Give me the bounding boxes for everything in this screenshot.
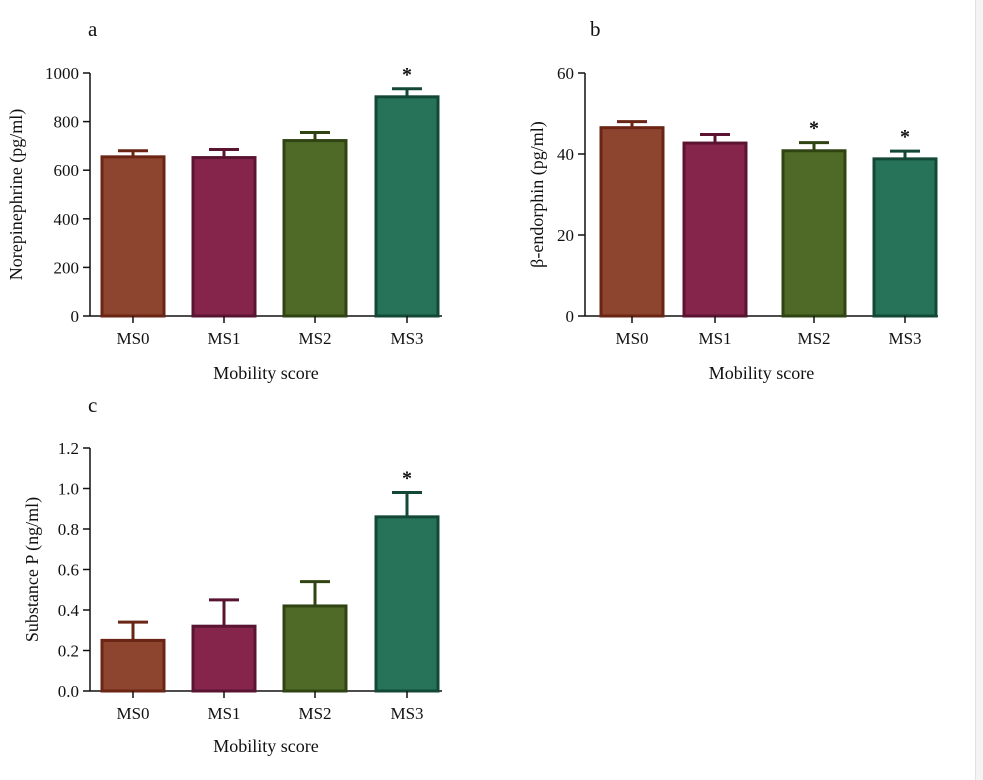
panel-a-bar-ms1 bbox=[191, 156, 257, 318]
panel-c-ytick-label: 0.2 bbox=[58, 642, 79, 661]
panel-c-xtick-label: MS3 bbox=[390, 704, 423, 723]
panel-a-xlabel: Mobility score bbox=[213, 363, 319, 383]
panel-b-xtick-label: MS1 bbox=[698, 329, 731, 348]
panel-a-bar-ms2 bbox=[282, 139, 348, 318]
panel-c-xtick-label: MS1 bbox=[207, 704, 240, 723]
panel-a-xtick-label: MS3 bbox=[390, 329, 423, 348]
panel-c-ytick-label: 0.8 bbox=[58, 520, 79, 539]
panel-b-significance-marker: * bbox=[809, 118, 819, 140]
panel-b-xtick-label: MS0 bbox=[615, 329, 648, 348]
panel-c-bar-ms1 bbox=[191, 624, 257, 693]
panel-b-bar-ms3 bbox=[872, 157, 938, 318]
panel-a-ytick-label: 800 bbox=[54, 113, 80, 132]
panel-b-ytick-label: 0 bbox=[566, 307, 575, 326]
panel-b-bar-ms0 bbox=[599, 126, 665, 318]
panel-a-bar-ms3 bbox=[374, 95, 440, 318]
panel-a-xtick-label: MS1 bbox=[207, 329, 240, 348]
panel-c-label: c bbox=[88, 393, 97, 417]
panel-b-ylabel: β-endorphin (pg/ml) bbox=[527, 121, 548, 268]
panel-a-significance-marker: * bbox=[402, 64, 412, 86]
panel-c-ytick-label: 1.0 bbox=[58, 480, 79, 499]
panel-a-xtick-label: MS0 bbox=[116, 329, 149, 348]
panel-a-ytick-label: 400 bbox=[54, 210, 80, 229]
panel-c-xtick-label: MS0 bbox=[116, 704, 149, 723]
panel-b-xtick-label: MS3 bbox=[888, 329, 921, 348]
panel-a-ytick-label: 200 bbox=[54, 258, 80, 277]
panel-b-xlabel: Mobility score bbox=[709, 363, 815, 383]
panel-c-significance-marker: * bbox=[402, 468, 412, 490]
panel-c-ytick-label: 1.2 bbox=[58, 439, 79, 458]
panel-c-bar-ms0 bbox=[100, 638, 166, 693]
panel-a-label: a bbox=[88, 17, 98, 41]
panel-c-xtick-label: MS2 bbox=[298, 704, 331, 723]
panel-b-significance-marker: * bbox=[900, 126, 910, 148]
panel-c-ytick-label: 0.0 bbox=[58, 682, 79, 701]
panel-b-label: b bbox=[590, 17, 601, 41]
panel-c-ytick-label: 0.4 bbox=[58, 601, 80, 620]
panel-c-bar-ms2 bbox=[282, 604, 348, 693]
panel-b-ytick-label: 60 bbox=[557, 64, 574, 83]
panel-a-ylabel: Norepinephrine (pg/ml) bbox=[6, 109, 27, 280]
panel-b-bar-ms2 bbox=[781, 149, 847, 318]
panel-a-bar-ms0 bbox=[100, 155, 166, 318]
panel-a-ytick-label: 0 bbox=[71, 307, 80, 326]
panel-a-ytick-label: 1000 bbox=[45, 64, 79, 83]
panel-c-ylabel: Substance P (ng/ml) bbox=[22, 497, 43, 642]
panel-b-bar-ms1 bbox=[682, 141, 748, 318]
panel-c-bar-ms3 bbox=[374, 515, 440, 693]
panel-b-xtick-label: MS2 bbox=[797, 329, 830, 348]
page-edge bbox=[975, 0, 983, 780]
panel-a-ytick-label: 600 bbox=[54, 161, 80, 180]
panel-b-ytick-label: 40 bbox=[557, 145, 574, 164]
panel-b-ytick-label: 20 bbox=[557, 226, 574, 245]
panel-a-xtick-label: MS2 bbox=[298, 329, 331, 348]
panel-c-xlabel: Mobility score bbox=[213, 736, 319, 756]
panel-c-ytick-label: 0.6 bbox=[58, 561, 79, 580]
